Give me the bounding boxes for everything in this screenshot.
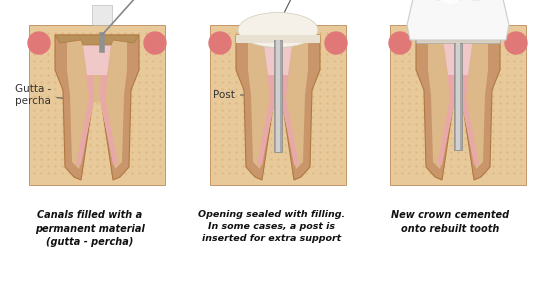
Circle shape <box>505 32 527 54</box>
Circle shape <box>28 32 50 54</box>
Text: Filling: Filling <box>283 0 313 13</box>
Circle shape <box>325 32 347 54</box>
FancyBboxPatch shape <box>29 25 165 185</box>
Polygon shape <box>55 35 139 180</box>
Ellipse shape <box>465 0 487 1</box>
Polygon shape <box>416 35 500 180</box>
Polygon shape <box>55 35 139 45</box>
Bar <box>454 43 462 150</box>
Polygon shape <box>236 35 320 43</box>
Polygon shape <box>248 37 308 169</box>
Ellipse shape <box>238 13 318 48</box>
Text: Plugger: Plugger <box>0 286 1 287</box>
Bar <box>276 40 280 152</box>
Text: Crown: Crown <box>0 286 1 287</box>
Polygon shape <box>407 0 509 40</box>
Bar <box>274 40 282 152</box>
Ellipse shape <box>447 0 469 1</box>
Polygon shape <box>76 45 94 165</box>
Bar <box>92 5 112 25</box>
FancyBboxPatch shape <box>210 25 346 185</box>
Polygon shape <box>257 45 275 165</box>
Text: New crown cemented
onto rebuilt tooth: New crown cemented onto rebuilt tooth <box>391 210 509 234</box>
Circle shape <box>389 32 411 54</box>
Polygon shape <box>416 35 500 43</box>
Polygon shape <box>428 37 488 169</box>
Polygon shape <box>461 45 479 165</box>
Polygon shape <box>262 40 294 75</box>
Polygon shape <box>236 35 320 180</box>
Ellipse shape <box>429 0 451 1</box>
Text: Opening sealed with filling.
In some cases, a post is
inserted for extra support: Opening sealed with filling. In some cas… <box>198 210 345 243</box>
Text: Gutta -
percha: Gutta - percha <box>15 84 76 106</box>
Circle shape <box>144 32 166 54</box>
Polygon shape <box>442 40 474 75</box>
Polygon shape <box>437 45 455 165</box>
Text: Canals filled with a
permanent material
(gutta - percha): Canals filled with a permanent material … <box>35 210 145 247</box>
Polygon shape <box>281 45 299 165</box>
Polygon shape <box>81 40 113 75</box>
FancyBboxPatch shape <box>390 25 526 185</box>
Polygon shape <box>67 37 127 169</box>
Polygon shape <box>100 45 118 165</box>
Ellipse shape <box>437 0 462 4</box>
Text: Post: Post <box>213 90 271 100</box>
Circle shape <box>209 32 231 54</box>
Bar <box>456 43 460 150</box>
